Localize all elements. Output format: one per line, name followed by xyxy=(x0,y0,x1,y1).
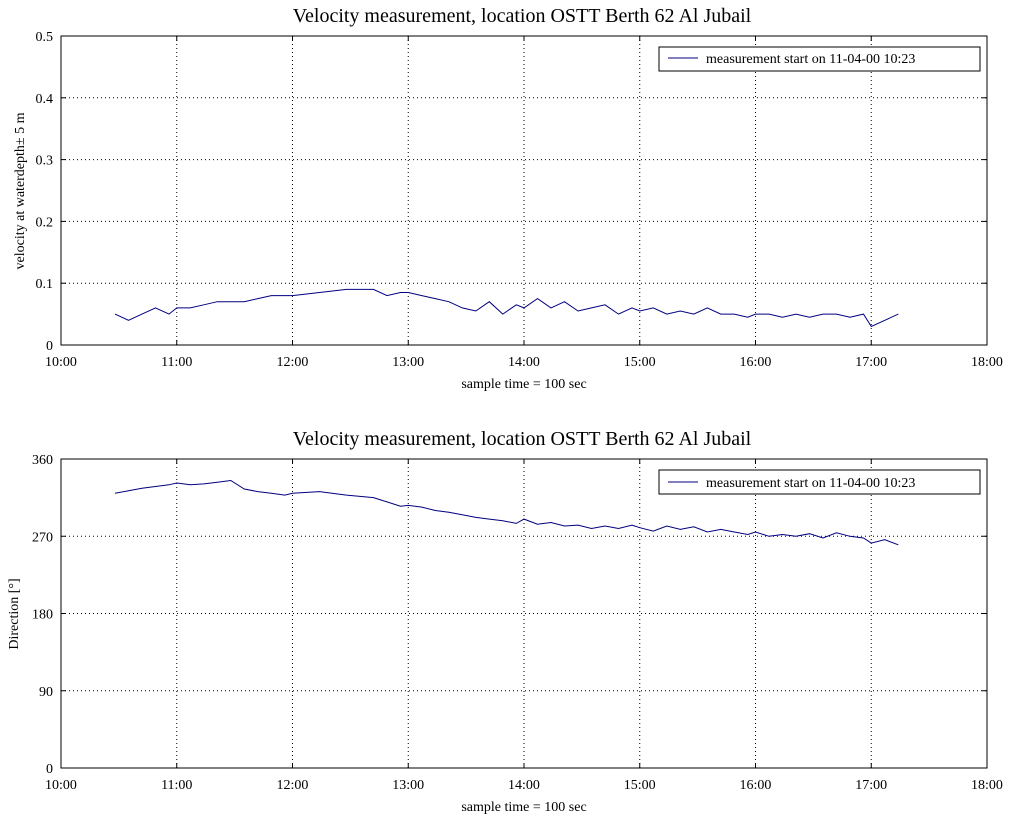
direction-series-line xyxy=(114,479,899,546)
velocity-y-tick-label: 0.5 xyxy=(36,30,54,45)
velocity-x-tick-label: 15:00 xyxy=(624,355,656,370)
velocity-x-axis-label: sample time = 100 sec xyxy=(461,377,586,392)
direction-chart: Velocity measurement, location OSTT Bert… xyxy=(7,428,1003,815)
direction-x-tick-label: 18:00 xyxy=(971,778,1003,793)
velocity-chart-grid xyxy=(60,35,988,346)
velocity-y-tick-label: 0.3 xyxy=(36,154,54,169)
velocity-x-tick-label: 17:00 xyxy=(855,355,887,370)
velocity-y-axis-label: velocity at waterdepth± 5 m xyxy=(13,112,28,269)
direction-x-tick-label: 14:00 xyxy=(508,778,540,793)
velocity-y-tick-label: 0.1 xyxy=(36,277,54,292)
direction-x-tick-label: 15:00 xyxy=(624,778,656,793)
velocity-x-tick-labels: 10:00 11:00 12:00 13:00 14:00 15:00 16:00 17:00… xyxy=(45,355,1003,370)
direction-y-tick-label: 0 xyxy=(46,762,53,777)
direction-y-tick-labels: 0 90 180 270 360 xyxy=(32,453,53,777)
velocity-y-tick-label: 0.2 xyxy=(36,215,54,230)
velocity-x-tick-label: 16:00 xyxy=(740,355,772,370)
velocity-y-tick-labels: 0 0.1 0.2 0.3 0.4 0.5 xyxy=(36,30,54,354)
velocity-legend-label: measurement start on 11-04-00 10:23 xyxy=(706,52,915,67)
velocity-x-tick-label: 13:00 xyxy=(392,355,424,370)
direction-x-tick-label: 11:00 xyxy=(161,778,192,793)
velocity-x-tick-label: 10:00 xyxy=(45,355,77,370)
velocity-y-tick-label: 0 xyxy=(46,339,53,354)
direction-x-tick-label: 13:00 xyxy=(392,778,424,793)
direction-x-tick-label: 17:00 xyxy=(855,778,887,793)
velocity-chart-title: Velocity measurement, location OSTT Bert… xyxy=(293,5,752,27)
direction-y-tick-label: 360 xyxy=(32,453,53,468)
velocity-legend: measurement start on 11-04-00 10:23 xyxy=(658,46,981,72)
velocity-x-tick-label: 18:00 xyxy=(971,355,1003,370)
velocity-x-tick-label: 12:00 xyxy=(277,355,309,370)
direction-y-tick-label: 180 xyxy=(32,608,53,623)
direction-x-tick-label: 10:00 xyxy=(45,778,77,793)
direction-chart-frame xyxy=(60,458,988,769)
direction-chart-title: Velocity measurement, location OSTT Bert… xyxy=(293,428,752,450)
velocity-x-tick-label: 14:00 xyxy=(508,355,540,370)
direction-x-axis-label: sample time = 100 sec xyxy=(461,800,586,815)
direction-x-tick-label: 12:00 xyxy=(277,778,309,793)
velocity-chart-frame xyxy=(60,35,988,346)
velocity-legend-box xyxy=(658,46,981,72)
direction-legend-label: measurement start on 11-04-00 10:23 xyxy=(706,476,915,491)
direction-y-axis-label: Direction [°] xyxy=(7,578,22,649)
velocity-chart: Velocity measurement, location OSTT Bert… xyxy=(13,5,1003,392)
direction-legend: measurement start on 11-04-00 10:23 xyxy=(658,469,981,495)
direction-y-tick-label: 270 xyxy=(32,530,53,545)
direction-y-tick-label: 90 xyxy=(39,685,53,700)
direction-x-tick-labels: 10:00 11:00 12:00 13:00 14:00 15:00 16:00 17:00… xyxy=(45,778,1003,793)
velocity-series-line xyxy=(114,288,899,328)
velocity-y-tick-label: 0.4 xyxy=(36,92,54,107)
direction-x-tick-label: 16:00 xyxy=(740,778,772,793)
direction-legend-box xyxy=(658,469,981,495)
velocity-x-tick-label: 11:00 xyxy=(161,355,192,370)
